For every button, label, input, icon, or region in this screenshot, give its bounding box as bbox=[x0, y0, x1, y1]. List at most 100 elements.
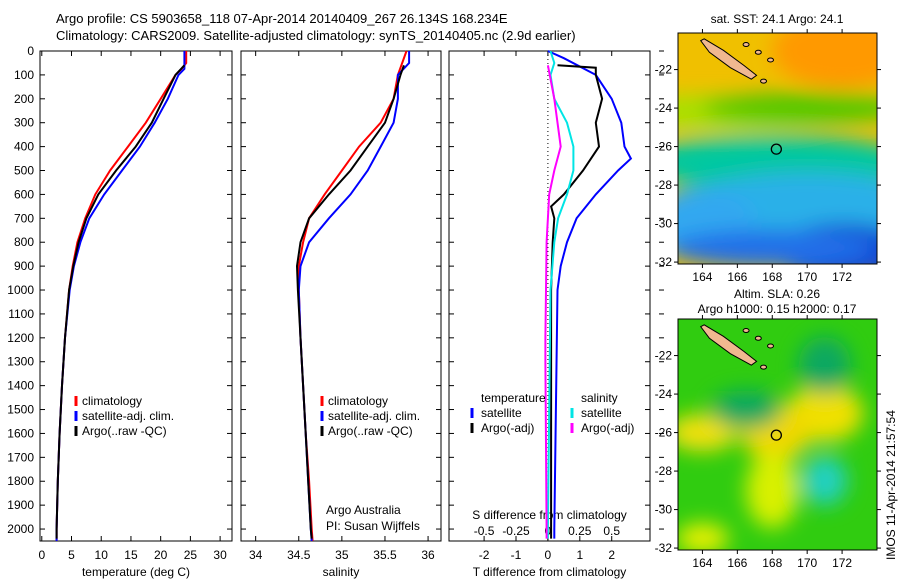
map-frame bbox=[677, 318, 878, 551]
map-blob bbox=[772, 33, 877, 89]
map-sla: 164 166 168 170 172 -22 -24 -26 -28 -30 -32 Altim. … bbox=[655, 287, 881, 570]
island bbox=[760, 78, 768, 84]
lon-tick-label: 166 bbox=[727, 270, 747, 284]
map-blob bbox=[711, 390, 782, 429]
y-tick-label: 600 bbox=[14, 187, 34, 201]
legend-label: Argo(..raw -QC) bbox=[82, 424, 167, 438]
argo-position-marker bbox=[770, 429, 782, 441]
series-argo-raw-qc- bbox=[295, 64, 405, 539]
island bbox=[754, 49, 762, 55]
x-axis-label: T difference from climatology bbox=[473, 565, 627, 579]
map-blob bbox=[678, 229, 877, 264]
lat-tick-label: -24 bbox=[655, 387, 673, 401]
series-t-satellite bbox=[547, 50, 633, 539]
legend-label: satellite-adj. clim. bbox=[328, 409, 420, 423]
x2-tick-label: -0.5 bbox=[474, 524, 495, 538]
new-caledonia-landmass bbox=[699, 38, 758, 80]
series-climatology bbox=[55, 51, 188, 541]
map-blobs bbox=[678, 33, 877, 264]
y-tick-label: 700 bbox=[14, 211, 34, 225]
map-blob bbox=[702, 92, 877, 124]
lon-tick-label: 166 bbox=[727, 556, 747, 570]
x2-tick-label: 0.25 bbox=[568, 524, 592, 538]
lon-tick-label: 168 bbox=[762, 556, 782, 570]
lon-tick-label: 170 bbox=[797, 556, 817, 570]
map-sst: 164 166 168 170 172 -22 -24 -26 -28 -30 -32 sat. SS… bbox=[655, 12, 881, 284]
x-tick-label: 0 bbox=[38, 548, 45, 562]
island bbox=[760, 364, 768, 370]
x-axis-label: temperature (deg C) bbox=[82, 565, 190, 579]
plot-frame bbox=[240, 50, 442, 542]
plot-frame bbox=[39, 50, 233, 542]
map-blob bbox=[798, 336, 851, 394]
y-tick-label: 100 bbox=[14, 68, 34, 82]
y-tick-label: 1300 bbox=[7, 355, 34, 369]
lon-tick-label: 164 bbox=[692, 270, 712, 284]
x-tick-label: 2 bbox=[608, 548, 615, 562]
lon-tick-label: 172 bbox=[832, 270, 852, 284]
timestamp: IMOS 11-Apr-2014 21:57:54 bbox=[884, 410, 898, 560]
lon-tick-label: 170 bbox=[797, 270, 817, 284]
lat-tick-label: -32 bbox=[655, 255, 673, 269]
x-tick-label: 34 bbox=[249, 548, 263, 562]
panel-temperature: 0100200300400500600700800900100011001200… bbox=[7, 44, 233, 579]
y-tick-label: 900 bbox=[14, 259, 34, 273]
legend-heading: salinity bbox=[581, 391, 618, 405]
y-tick-label: 500 bbox=[14, 164, 34, 178]
x-tick-label: 10 bbox=[95, 548, 109, 562]
y-tick-label: 1100 bbox=[8, 307, 34, 321]
series-climatology bbox=[297, 50, 408, 542]
x-tick-label: 1 bbox=[576, 548, 583, 562]
series-argo-raw-qc- bbox=[55, 64, 186, 539]
legend-label: Argo(-adj) bbox=[581, 421, 634, 435]
lat-tick-label: -28 bbox=[655, 464, 673, 478]
x-tick-label: 5 bbox=[68, 548, 75, 562]
new-caledonia-landmass bbox=[699, 324, 758, 366]
title-line-1: Argo profile: CS 5903658_118 07-Apr-2014… bbox=[56, 11, 508, 26]
map-field bbox=[678, 319, 877, 550]
x2-tick-label: -0.25 bbox=[502, 524, 530, 538]
island bbox=[754, 335, 762, 341]
map-blob bbox=[678, 523, 729, 550]
legend-label: climatology bbox=[328, 394, 388, 408]
lon-tick-label: 168 bbox=[762, 270, 782, 284]
y-tick-label: 1200 bbox=[7, 331, 34, 345]
map-title: sat. SST: 24.1 Argo: 24.1 bbox=[711, 12, 844, 26]
legend-heading: temperature bbox=[481, 391, 546, 405]
x-tick-label: 34.5 bbox=[287, 548, 311, 562]
lon-tick-label: 164 bbox=[692, 556, 712, 570]
series-s-argo-adj- bbox=[544, 65, 562, 539]
island bbox=[767, 57, 775, 63]
x-tick-label: 25 bbox=[184, 548, 198, 562]
x-tick-label: 20 bbox=[154, 548, 168, 562]
credit-org: Argo Australia bbox=[326, 503, 401, 517]
series-satellite-adj-clim- bbox=[55, 51, 186, 541]
y-tick-label: 1900 bbox=[7, 498, 34, 512]
x-tick-label: -1 bbox=[511, 548, 522, 562]
x-tick-label: 36 bbox=[421, 548, 435, 562]
x-axis-label: salinity bbox=[323, 565, 360, 579]
legend-label: satellite-adj. clim. bbox=[82, 409, 174, 423]
lon-tick-label: 172 bbox=[832, 556, 852, 570]
y-tick-label: 300 bbox=[14, 116, 34, 130]
map-subtitle: Argo h1000: 0.15 h2000: 0.17 bbox=[698, 302, 857, 316]
y-tick-label: 200 bbox=[14, 92, 34, 106]
y-tick-label: 2000 bbox=[7, 522, 34, 536]
lat-tick-label: -28 bbox=[655, 178, 673, 192]
legend-label: satellite bbox=[481, 406, 522, 420]
map-frame bbox=[677, 32, 878, 265]
island bbox=[742, 328, 750, 334]
lat-tick-label: -30 bbox=[655, 503, 673, 517]
lat-tick-label: -30 bbox=[655, 217, 673, 231]
y-tick-label: 1000 bbox=[7, 283, 34, 297]
y-tick-label: 1800 bbox=[7, 474, 34, 488]
map-blobs bbox=[678, 336, 864, 550]
lat-tick-label: -26 bbox=[655, 140, 673, 154]
map-blob bbox=[746, 452, 799, 529]
lat-tick-label: -22 bbox=[655, 349, 673, 363]
y-tick-label: 400 bbox=[14, 140, 34, 154]
panel-difference: -2 -1 0 1 2 T difference from climatology -0.5… bbox=[448, 50, 664, 579]
y-tick-label: 1700 bbox=[7, 450, 34, 464]
